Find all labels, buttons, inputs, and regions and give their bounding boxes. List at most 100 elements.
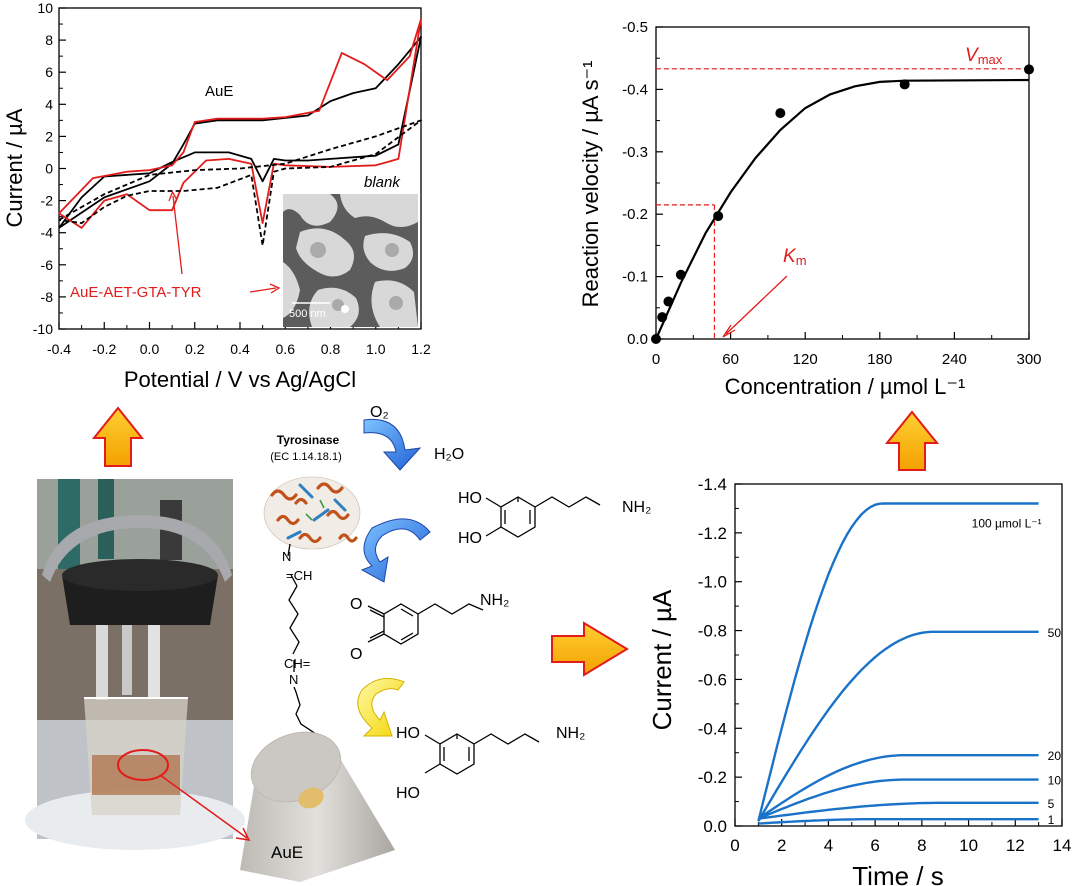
amp-x-tick-label: 14 bbox=[1053, 836, 1072, 855]
mm-x-tick-label: 300 bbox=[1016, 351, 1041, 368]
cv-annotation-arrowhead-right bbox=[269, 283, 281, 294]
amp-y-tick-label: -0.8 bbox=[698, 622, 727, 641]
mm-chart: 0 60 120 180 240 300 0.0 -0.1 -0.2 -0.3 -0.4 -0.5 R… bbox=[578, 19, 1042, 399]
amp-series-label: 100 µmol L⁻¹ bbox=[972, 517, 1042, 531]
label-h2o: H₂O bbox=[434, 446, 464, 463]
amp-ticks: 0 2 4 6 8 10 12 14 0.0 -0.2 -0.4 -0.6 -0.8 -1.0 -1.2 -1… bbox=[698, 475, 1072, 855]
dopamine-oxidation-arrow bbox=[360, 518, 431, 583]
cv-y-tick-label: -2 bbox=[41, 193, 54, 209]
cv-x-tick-label: 0.8 bbox=[321, 341, 341, 357]
amp-y-tick-label: -1.0 bbox=[698, 573, 727, 592]
label-ch-bottom: CH= bbox=[284, 656, 310, 671]
cv-x-axis-label: Potential / V vs Ag/AgCl bbox=[124, 367, 356, 392]
mm-guide-lines bbox=[656, 68, 1029, 339]
cv-y-tick-label: 0 bbox=[45, 161, 53, 177]
mm-vmax-main: V bbox=[965, 45, 980, 66]
arrow-right-middle bbox=[551, 621, 629, 677]
amp-curves bbox=[757, 502, 1039, 825]
mm-y-tick-label: -0.3 bbox=[622, 144, 648, 161]
amp-x-tick-label: 4 bbox=[824, 836, 833, 855]
arrow-up-left bbox=[91, 406, 145, 467]
cv-x-tick-label: -0.4 bbox=[47, 341, 71, 357]
mm-x-tick-label: 0 bbox=[652, 351, 660, 368]
cv-y-tick-label: -10 bbox=[33, 321, 53, 337]
amp-series-label: 50 bbox=[1048, 626, 1062, 640]
photo-to-electrode-arrowhead bbox=[235, 827, 251, 841]
o2-consumption-arrow bbox=[363, 418, 422, 471]
amp-series-label: 20 bbox=[1048, 749, 1062, 763]
mm-km-main: K bbox=[783, 246, 797, 267]
amp-x-axis-label: Time / s bbox=[852, 861, 943, 886]
amp-y-tick-label: 0.0 bbox=[703, 817, 727, 836]
cv-y-tick-label: 8 bbox=[45, 32, 53, 48]
amp-x-tick-label: 12 bbox=[1006, 836, 1025, 855]
cv-x-tick-label: 1.2 bbox=[411, 341, 431, 357]
mm-data-point bbox=[713, 211, 724, 222]
electrochemical-cell-photo bbox=[25, 479, 251, 850]
amp-curve-labels: 100 µmol L⁻¹ 50 20 10 5 1 bbox=[972, 517, 1062, 828]
cv-annotation-arrowhead-up bbox=[168, 190, 178, 202]
amp-y-tick-label: -0.4 bbox=[698, 719, 727, 738]
cv-annotation-arrow-right bbox=[249, 287, 277, 293]
mm-x-tick-label: 120 bbox=[793, 351, 818, 368]
tyrosinase-structure bbox=[263, 476, 361, 550]
dopamine-bottom-nh2: NH₂ bbox=[556, 725, 585, 742]
cv-x-tick-label: 1.0 bbox=[366, 341, 386, 357]
arrow-up-right bbox=[884, 410, 940, 471]
photo-highlight-circle bbox=[117, 749, 169, 781]
electrode-label: AuE bbox=[271, 843, 303, 862]
mm-data-point bbox=[1024, 64, 1034, 75]
cv-x-tick-label: 0.2 bbox=[185, 341, 205, 357]
mm-data-point bbox=[675, 269, 686, 280]
mm-y-tick-label: -0.1 bbox=[622, 269, 648, 286]
cv-y-tick-label: -8 bbox=[41, 289, 54, 305]
mm-data-point bbox=[657, 312, 668, 323]
mm-y-tick-label: -0.5 bbox=[622, 19, 648, 36]
photo-to-electrode-arrow bbox=[159, 774, 248, 839]
mm-y-axis-label: Reaction velocity / µA s⁻¹ bbox=[578, 61, 603, 308]
amp-x-tick-label: 2 bbox=[777, 836, 786, 855]
amp-chart: 0 2 4 6 8 10 12 14 0.0 -0.2 -0.4 -0.6 -0.8 -1.0 -1.2 -1… bbox=[647, 475, 1071, 886]
dopamine-top-ho2: HO bbox=[458, 530, 482, 547]
amp-y-tick-label: -1.2 bbox=[698, 524, 727, 543]
cv-x-tick-label: 0.4 bbox=[230, 341, 250, 357]
dopamine-molecule-bottom bbox=[424, 733, 540, 775]
cv-chart: -0.4 -0.2 0.0 0.2 0.4 0.6 0.8 1.0 1.2 -10 -8 -6 -4 -2… bbox=[2, 0, 431, 392]
label-n-imine-top: N bbox=[282, 549, 291, 564]
gold-electrode: AuE bbox=[240, 731, 395, 882]
cv-y-tick-label: 2 bbox=[45, 128, 53, 144]
amp-x-tick-label: 6 bbox=[870, 836, 879, 855]
cv-y-tick-label: 10 bbox=[37, 0, 53, 16]
dopamine-top-ho1: HO bbox=[458, 490, 482, 507]
amp-x-tick-label: 10 bbox=[959, 836, 978, 855]
amp-series-label: 1 bbox=[1048, 813, 1055, 827]
amp-series-label: 5 bbox=[1048, 797, 1055, 811]
mm-vmax-sub: max bbox=[978, 52, 1003, 67]
dopamine-top-nh2: NH₂ bbox=[622, 499, 651, 516]
mm-y-tick-label: -0.2 bbox=[622, 206, 648, 223]
amp-series-1 bbox=[757, 630, 1039, 822]
sem-scale-label: 500 nm bbox=[289, 308, 326, 320]
mm-x-axis-label: Concentration / µmol L⁻¹ bbox=[725, 374, 966, 399]
dopaquinone-molecule bbox=[367, 603, 484, 645]
amp-y-tick-label: -1.4 bbox=[698, 475, 727, 494]
dopamine-molecule-top bbox=[485, 496, 601, 538]
enzyme-title: Tyrosinase bbox=[277, 433, 340, 447]
cv-ticks: -0.4 -0.2 0.0 0.2 0.4 0.6 0.8 1.0 1.2 -10 -8 -6 -4 -2… bbox=[33, 0, 431, 357]
amp-x-tick-label: 0 bbox=[730, 836, 739, 855]
sem-image-inset: 500 nm bbox=[283, 194, 418, 327]
cv-y-tick-label: -4 bbox=[41, 225, 54, 241]
mm-x-tick-label: 180 bbox=[867, 351, 892, 368]
flow-arrows bbox=[91, 406, 940, 677]
amp-y-axis-label: Current / µA bbox=[647, 589, 677, 730]
dopamine-bottom-ho1: HO bbox=[396, 725, 420, 742]
label-n-imine-bottom: N bbox=[289, 672, 298, 687]
label-o2: O₂ bbox=[370, 404, 389, 421]
mm-km-arrowhead bbox=[722, 324, 736, 338]
amp-series-2 bbox=[757, 754, 1039, 820]
quinone-nh2: NH₂ bbox=[480, 592, 509, 609]
amp-series-0 bbox=[757, 502, 1039, 822]
mm-fit-curve bbox=[654, 78, 1030, 340]
amp-plot-frame bbox=[734, 483, 1063, 827]
